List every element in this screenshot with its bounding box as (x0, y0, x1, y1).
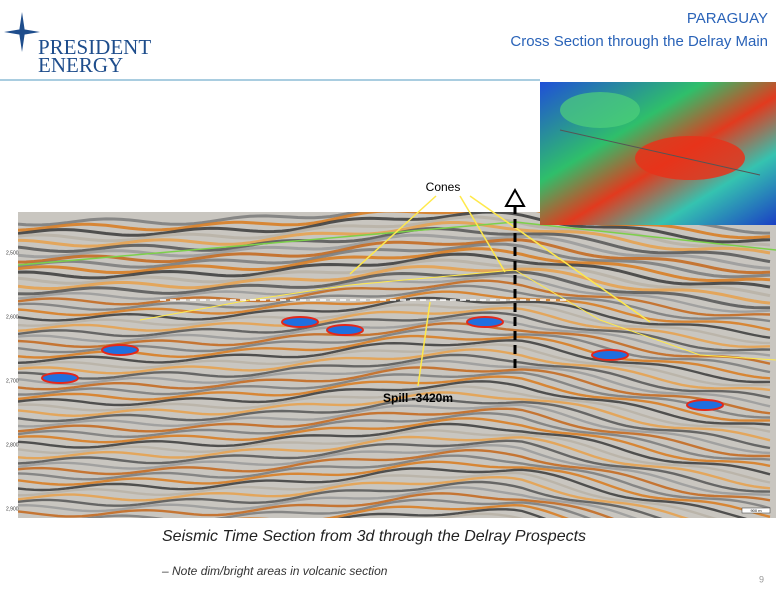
reflector (18, 258, 771, 298)
reflector (18, 375, 771, 422)
reflector (18, 221, 771, 255)
seismic-section (18, 212, 776, 518)
reflector (18, 247, 771, 283)
reflector (18, 366, 771, 415)
header-country: PARAGUAY (687, 10, 768, 27)
reflector (18, 242, 771, 279)
reflector (18, 321, 771, 365)
reflector (18, 252, 771, 289)
reflector (18, 407, 770, 458)
reflector (18, 417, 771, 468)
caption: Seismic Time Section from 3d through the… (162, 528, 586, 545)
reflector (18, 380, 771, 426)
reflector (18, 284, 771, 323)
axis-label: 2,900 (6, 506, 19, 512)
horizon (18, 221, 776, 266)
reflector (18, 486, 638, 518)
reflector (18, 467, 748, 518)
reflector (18, 353, 771, 399)
logo-text: PRESIDENT (38, 35, 151, 59)
reflector (18, 339, 771, 384)
bright-spot (466, 316, 504, 328)
scale-bar (741, 507, 771, 514)
bright-spot (281, 316, 319, 328)
reflector (18, 448, 771, 502)
reflector (336, 508, 547, 518)
reflector (18, 328, 771, 374)
reflector (18, 397, 771, 450)
reflector (18, 270, 771, 310)
reflector (18, 348, 771, 392)
logo: PRESIDENT ENERGY (4, 12, 151, 77)
reflector (18, 422, 771, 476)
axis-label: 2,500 (6, 250, 19, 256)
bright-spot (101, 344, 139, 356)
note: – Note dim/bright areas in volcanic sect… (161, 564, 388, 578)
page-number: 9 (759, 574, 764, 584)
reflector (18, 454, 771, 510)
reflector (81, 498, 592, 518)
reflector (18, 265, 771, 305)
reflector (18, 480, 663, 518)
reflector (18, 435, 771, 490)
inset-map (540, 82, 776, 225)
reflector (18, 303, 771, 345)
reflector (18, 371, 771, 419)
scale-bar-label: 900 m (750, 508, 762, 513)
reflector (18, 492, 615, 518)
reflector (18, 306, 771, 349)
reflector (18, 403, 771, 455)
bright-spot (591, 349, 629, 361)
reflector (18, 391, 771, 442)
logo-text: ENERGY (38, 53, 123, 77)
reflector (18, 385, 771, 433)
annotations: Cones Spill -3420m (160, 180, 651, 405)
reflector (18, 311, 771, 352)
axis-label: 2,700 (6, 378, 19, 384)
reflector (18, 316, 771, 357)
spill-label: Spill -3420m (383, 391, 453, 405)
horizon (139, 269, 776, 361)
header-title: Cross Section through the Delray Main (510, 33, 768, 50)
reflector (18, 411, 771, 461)
reflector (18, 334, 771, 380)
reflector (18, 443, 771, 496)
axis-label: 2,800 (6, 442, 19, 448)
bright-spot (686, 399, 724, 411)
reflector (18, 212, 771, 244)
section-axis: 2,500 2,600 2,700 2,800 2,900 (6, 250, 19, 512)
bright-spot (41, 372, 79, 384)
cones-label: Cones (426, 180, 461, 194)
reflector (235, 503, 569, 518)
bright-spot (326, 324, 364, 336)
reflector (18, 429, 771, 484)
reflector (18, 238, 771, 275)
reflector (18, 439, 771, 493)
reflector (18, 475, 689, 518)
reflector (18, 359, 771, 408)
reflector (18, 343, 771, 387)
reflector (18, 279, 771, 317)
reflector (18, 296, 771, 339)
reflector (18, 460, 771, 518)
axis-label: 2,600 (6, 314, 19, 320)
reflector (18, 471, 718, 518)
reflector (18, 233, 771, 270)
